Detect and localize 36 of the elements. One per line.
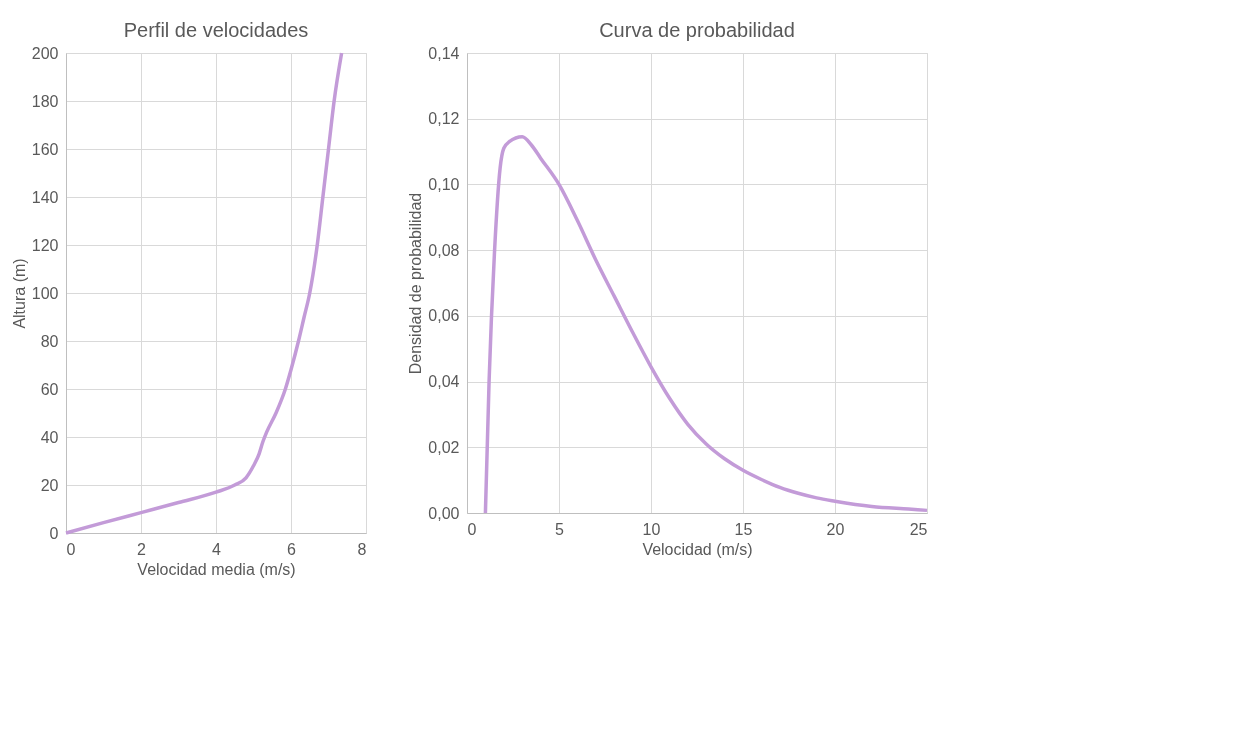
y-axis-title: Altura (m) xyxy=(10,258,28,329)
y-tick-label: 100 xyxy=(31,284,59,302)
y-axis-title: Densidad de probabilidad xyxy=(407,192,425,375)
y-tick-label: 0,10 xyxy=(428,175,460,193)
y-tick-label: 120 xyxy=(31,236,59,254)
y-tick-label: 0,12 xyxy=(428,110,460,128)
y-tick-label: 20 xyxy=(40,476,59,494)
x-tick-label: 15 xyxy=(734,520,753,538)
y-tick-label: 40 xyxy=(40,428,59,446)
x-tick-label: 20 xyxy=(826,520,845,538)
y-tick-label: 140 xyxy=(31,188,59,206)
y-tick-label: 180 xyxy=(31,92,59,110)
x-tick-label: 4 xyxy=(212,540,222,558)
y-tick-label: 200 xyxy=(31,44,59,62)
y-tick-label: 160 xyxy=(31,140,59,158)
y-tick-label: 0,00 xyxy=(428,504,460,522)
x-tick-label: 10 xyxy=(642,520,661,538)
y-tick-label: 0,04 xyxy=(428,373,460,391)
line-series xyxy=(483,135,929,515)
x-axis-title: Velocidad (m/s) xyxy=(642,540,753,558)
x-tick-label: 8 xyxy=(357,540,367,558)
y-tick-label: 0,14 xyxy=(428,44,460,62)
y-tick-label: 0,02 xyxy=(428,438,460,456)
y-tick-label: 80 xyxy=(40,332,59,350)
x-tick-label: 0 xyxy=(66,540,76,558)
y-tick-label: 0,06 xyxy=(428,307,460,325)
chart-title: Curva de probabilidad xyxy=(599,19,795,41)
x-tick-label: 0 xyxy=(467,520,477,538)
x-axis-title: Velocidad media (m/s) xyxy=(137,560,296,578)
x-tick-label: 2 xyxy=(137,540,147,558)
x-tick-label: 25 xyxy=(909,520,928,538)
y-tick-label: 60 xyxy=(40,380,59,398)
chart-title: Perfil de velocidades xyxy=(123,19,309,41)
y-tick-label: 0,08 xyxy=(428,241,460,259)
x-tick-label: 5 xyxy=(555,520,565,538)
x-tick-label: 6 xyxy=(287,540,297,558)
